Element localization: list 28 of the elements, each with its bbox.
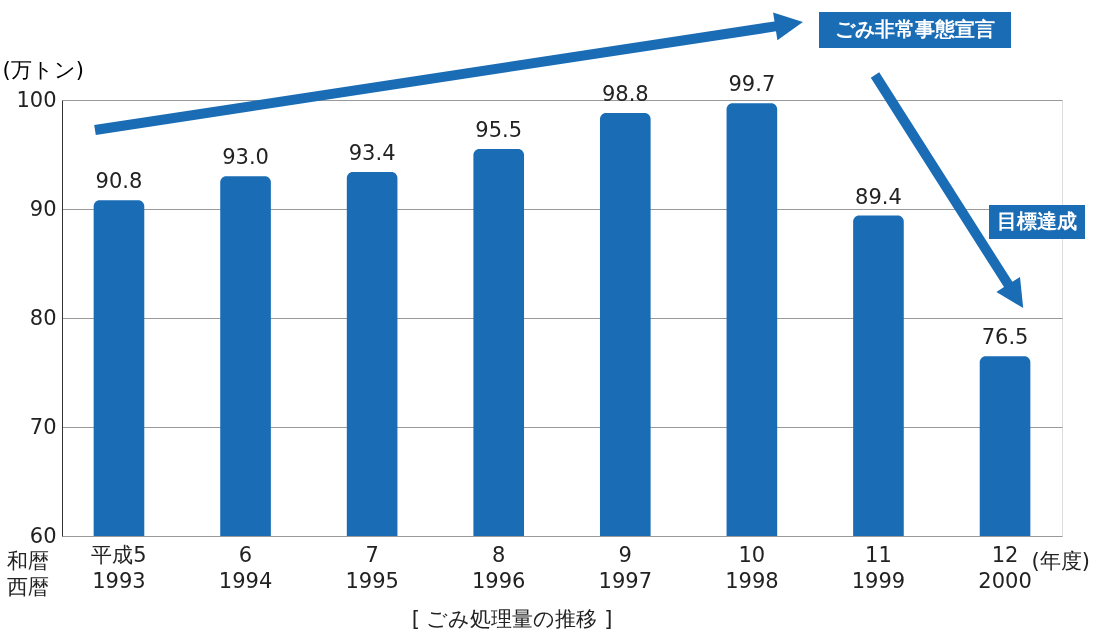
data-label: 99.7	[728, 72, 776, 97]
y-tick-label: 60	[29, 523, 57, 548]
text: (年度)	[1031, 549, 1090, 573]
text: 和暦	[7, 549, 49, 573]
y-tick-label: 70	[29, 414, 57, 439]
data-label: 98.8	[601, 82, 649, 107]
text: ごみ非常事態宣言	[835, 17, 995, 41]
x-tick-label: 6 1994	[218, 542, 273, 593]
data-label: 76.5	[981, 325, 1029, 350]
annotation: 目標達成	[997, 209, 1077, 233]
text: [ ごみ処理量の推移 ]	[411, 607, 613, 630]
y-axis-title: (万トン)	[2, 57, 84, 82]
text: 西暦	[7, 575, 49, 599]
x-tick-label: 8 1996	[471, 542, 526, 593]
x-tick-label: 9 1997	[598, 542, 653, 593]
data-label: 93.0	[222, 145, 269, 170]
data-label: 89.4	[855, 184, 902, 209]
y-tick-label: 80	[29, 305, 57, 330]
x-tick-label: 7 1995	[345, 542, 399, 593]
y-tick-label: 100	[16, 87, 57, 112]
x-tick-label: 11 1999	[851, 542, 906, 593]
x-tick-label: 平成5 1993	[91, 542, 147, 593]
data-label: 93.4	[348, 140, 396, 165]
data-label: 90.8	[95, 169, 143, 194]
x-tick-label: 10 1998	[725, 542, 779, 593]
data-label: 95.5	[475, 118, 523, 143]
y-tick-label: 90	[29, 196, 57, 221]
x-tick-label: 12 2000	[978, 542, 1032, 593]
